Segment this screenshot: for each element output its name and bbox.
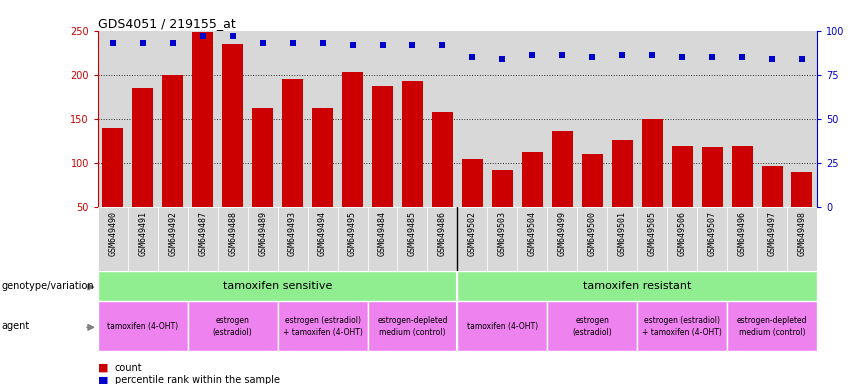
Bar: [427, 207, 458, 271]
Bar: [457, 301, 547, 351]
Bar: [608, 207, 637, 271]
Text: GSM649488: GSM649488: [228, 210, 237, 255]
Text: tamoxifen (4-OHT): tamoxifen (4-OHT): [467, 322, 538, 331]
Bar: [462, 159, 483, 207]
Bar: [671, 146, 693, 207]
Bar: [642, 119, 663, 207]
Bar: [98, 301, 188, 351]
Bar: [277, 207, 307, 271]
Bar: [248, 207, 277, 271]
Text: GSM649507: GSM649507: [707, 210, 717, 255]
Text: GSM649506: GSM649506: [677, 210, 687, 255]
Bar: [432, 112, 453, 207]
Bar: [307, 207, 338, 271]
Bar: [488, 207, 517, 271]
Bar: [457, 271, 817, 301]
Bar: [128, 207, 157, 271]
Text: GSM649501: GSM649501: [618, 210, 626, 255]
Text: count: count: [115, 363, 142, 373]
Bar: [492, 170, 513, 207]
Text: genotype/variation: genotype/variation: [2, 281, 94, 291]
Bar: [402, 81, 423, 207]
Bar: [338, 207, 368, 271]
Text: GSM649487: GSM649487: [198, 210, 208, 255]
Text: GSM649489: GSM649489: [258, 210, 267, 255]
Text: GSM649503: GSM649503: [498, 210, 507, 255]
Text: tamoxifen (4-OHT): tamoxifen (4-OHT): [107, 322, 179, 331]
Bar: [612, 140, 632, 207]
Bar: [132, 88, 153, 207]
Bar: [163, 75, 183, 207]
Bar: [102, 128, 123, 207]
Text: tamoxifen sensitive: tamoxifen sensitive: [223, 281, 333, 291]
Bar: [637, 207, 667, 271]
Bar: [372, 86, 393, 207]
Text: GSM649499: GSM649499: [557, 210, 567, 255]
Text: GSM649493: GSM649493: [288, 210, 297, 255]
Text: tamoxifen resistant: tamoxifen resistant: [583, 281, 691, 291]
Bar: [342, 72, 363, 207]
Text: GSM649485: GSM649485: [408, 210, 417, 255]
Bar: [188, 301, 277, 351]
Text: estrogen (estradiol)
+ tamoxifen (4-OHT): estrogen (estradiol) + tamoxifen (4-OHT): [283, 316, 363, 337]
Bar: [277, 301, 368, 351]
Text: GSM649486: GSM649486: [438, 210, 447, 255]
Bar: [222, 44, 243, 207]
Bar: [252, 108, 273, 207]
Bar: [457, 207, 488, 271]
Bar: [517, 207, 547, 271]
Bar: [727, 301, 817, 351]
Text: GSM649496: GSM649496: [738, 210, 746, 255]
Bar: [522, 152, 543, 207]
Bar: [667, 207, 697, 271]
Text: GSM649490: GSM649490: [108, 210, 117, 255]
Text: estrogen (estradiol)
+ tamoxifen (4-OHT): estrogen (estradiol) + tamoxifen (4-OHT): [643, 316, 722, 337]
Text: GSM649502: GSM649502: [468, 210, 477, 255]
Bar: [757, 207, 787, 271]
Text: estrogen
(estradiol): estrogen (estradiol): [573, 316, 612, 337]
Bar: [791, 172, 813, 207]
Text: GSM649494: GSM649494: [318, 210, 327, 255]
Bar: [188, 207, 218, 271]
Text: GSM649495: GSM649495: [348, 210, 357, 255]
Bar: [582, 154, 603, 207]
Text: GSM649491: GSM649491: [139, 210, 147, 255]
Text: GSM649500: GSM649500: [588, 210, 597, 255]
Text: GSM649497: GSM649497: [768, 210, 776, 255]
Text: GDS4051 / 219155_at: GDS4051 / 219155_at: [98, 17, 236, 30]
Text: GSM649498: GSM649498: [797, 210, 807, 255]
Bar: [732, 146, 752, 207]
Text: GSM649504: GSM649504: [528, 210, 537, 255]
Text: agent: agent: [2, 321, 30, 331]
Bar: [547, 207, 577, 271]
Bar: [727, 207, 757, 271]
Bar: [368, 207, 397, 271]
Bar: [637, 301, 727, 351]
Bar: [397, 207, 427, 271]
Bar: [697, 207, 727, 271]
Text: estrogen
(estradiol): estrogen (estradiol): [213, 316, 253, 337]
Text: ■: ■: [98, 375, 108, 384]
Text: estrogen-depleted
medium (control): estrogen-depleted medium (control): [377, 316, 448, 337]
Bar: [551, 131, 573, 207]
Bar: [577, 207, 608, 271]
Text: GSM649505: GSM649505: [648, 210, 657, 255]
Text: percentile rank within the sample: percentile rank within the sample: [115, 375, 280, 384]
Bar: [98, 207, 128, 271]
Bar: [787, 207, 817, 271]
Text: estrogen-depleted
medium (control): estrogen-depleted medium (control): [737, 316, 808, 337]
Bar: [701, 147, 722, 207]
Bar: [98, 271, 458, 301]
Bar: [218, 207, 248, 271]
Text: GSM649492: GSM649492: [168, 210, 177, 255]
Bar: [547, 301, 637, 351]
Bar: [192, 33, 214, 207]
Text: ■: ■: [98, 363, 108, 373]
Bar: [157, 207, 188, 271]
Bar: [312, 108, 333, 207]
Bar: [762, 166, 783, 207]
Bar: [368, 301, 458, 351]
Bar: [283, 79, 303, 207]
Text: GSM649484: GSM649484: [378, 210, 387, 255]
